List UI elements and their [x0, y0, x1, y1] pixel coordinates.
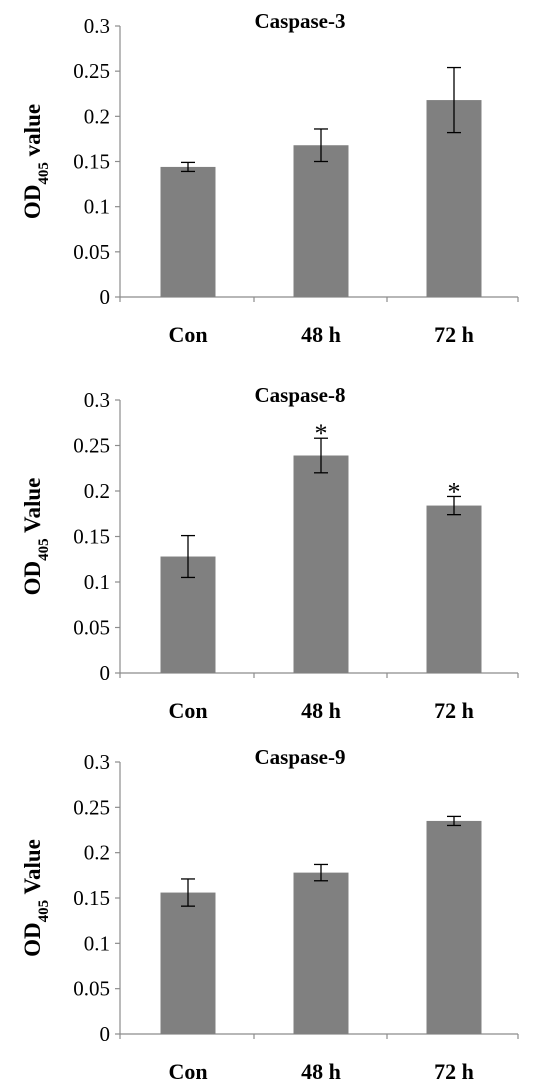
y-axis-label-subscript: 405	[36, 162, 52, 185]
significance-marker: *	[315, 419, 328, 448]
bar-48-h	[293, 872, 349, 1034]
y-axis-label-subscript: 405	[36, 900, 52, 923]
y-axis-label-prefix: OD	[20, 922, 45, 957]
y-tick-label: 0.25	[73, 434, 110, 458]
y-tick-label: 0	[100, 1022, 111, 1046]
y-tick-label: 0.3	[84, 14, 110, 38]
x-tick-label: 48 h	[301, 698, 341, 723]
y-axis-label-suffix: value	[20, 104, 45, 162]
y-tick-label: 0.2	[84, 104, 110, 128]
x-tick-label: Con	[168, 698, 207, 723]
chart-panel-3: 0 0.05 0.1 0.15 0.2 0.25 0.3 Con 48 h 72 h Caspase…	[20, 745, 519, 1084]
y-axis-label-suffix: Value	[20, 839, 45, 900]
y-tick-label: 0.05	[73, 977, 110, 1001]
x-tick-label: Con	[168, 322, 207, 347]
y-tick-label: 0	[100, 661, 111, 685]
chart-title: Caspase-9	[254, 745, 345, 769]
y-tick-label: 0.15	[73, 525, 110, 549]
bar-72-h	[426, 505, 482, 673]
bar-con	[160, 166, 216, 297]
y-axis-label-prefix: OD	[20, 185, 45, 220]
chart-panel-2: 0 0.05 0.1 0.15 0.2 0.25 0.3 Con * 48 h * 72 h Caspa…	[20, 383, 519, 723]
y-axis-label: OD405 Value	[20, 478, 52, 596]
y-tick-label: 0.3	[84, 388, 110, 412]
bar-48-h	[293, 455, 349, 673]
y-tick-label: 0.15	[73, 150, 110, 174]
significance-marker: *	[448, 477, 461, 506]
y-tick-label: 0.05	[73, 240, 110, 264]
y-tick-label: 0.2	[84, 841, 110, 865]
x-tick-label: 48 h	[301, 322, 341, 347]
y-axis-label-prefix: OD	[20, 561, 45, 596]
x-tick-label: 72 h	[434, 322, 474, 347]
chart-title: Caspase-3	[254, 9, 345, 33]
bar-48-h	[293, 145, 349, 297]
y-axis-label-suffix: Value	[20, 478, 45, 539]
y-tick-label: 0.3	[84, 750, 110, 774]
y-tick-label: 0.25	[73, 59, 110, 83]
y-axis-label: OD405 value	[20, 104, 52, 219]
y-tick-label: 0.1	[84, 195, 110, 219]
y-axis-label: OD405 Value	[20, 839, 52, 957]
x-tick-label: Con	[168, 1059, 207, 1084]
x-tick-label: 72 h	[434, 698, 474, 723]
x-tick-label: 48 h	[301, 1059, 341, 1084]
y-tick-label: 0.1	[84, 570, 110, 594]
y-axis-label-subscript: 405	[36, 538, 52, 561]
y-tick-label: 0.25	[73, 795, 110, 819]
y-tick-label: 0.05	[73, 616, 110, 640]
x-tick-label: 72 h	[434, 1059, 474, 1084]
bar-72-h	[426, 820, 482, 1034]
bar-con	[160, 892, 216, 1034]
chart-title: Caspase-8	[254, 383, 345, 407]
y-tick-label: 0.15	[73, 886, 110, 910]
y-tick-label: 0	[100, 285, 111, 309]
chart-panel-1: 0 0.05 0.1 0.15 0.2 0.25 0.3 Con 48 h 72 h Caspase…	[20, 9, 519, 347]
y-tick-label: 0.1	[84, 931, 110, 955]
y-tick-label: 0.2	[84, 479, 110, 503]
